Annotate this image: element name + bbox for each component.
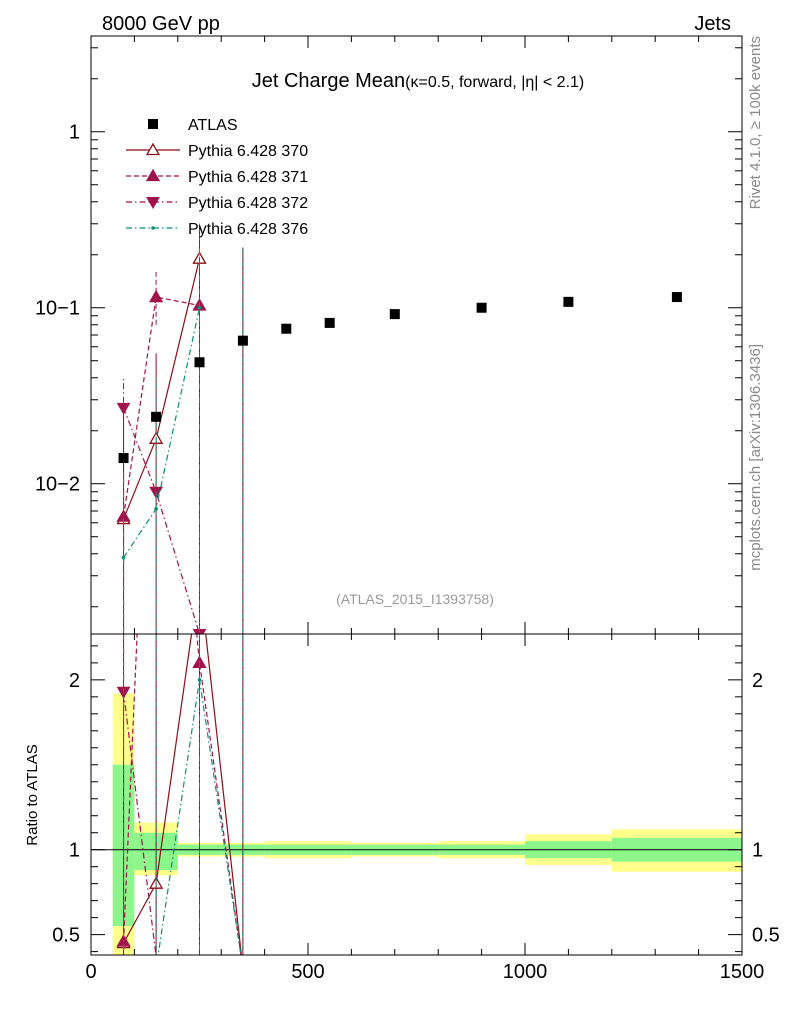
legend-label-atlas: ATLAS: [188, 117, 238, 134]
series-2-line: [122, 296, 200, 517]
atlas-data-point: [389, 309, 400, 320]
legend-marker-2: [145, 168, 161, 182]
legend-marker-atlas: [148, 119, 158, 129]
series-1-ratio-line: [123, 634, 242, 955]
atlas-data-point: [118, 453, 129, 464]
series-4-point: [197, 305, 202, 310]
atlas-data-point: [671, 292, 682, 303]
x-tick-label: 1000: [503, 961, 548, 983]
main-data-points: [118, 292, 682, 464]
legend-marker-3: [146, 197, 160, 210]
ratio-bands: [91, 693, 742, 955]
atlas-data-point: [281, 323, 292, 334]
legend-marker-1: [145, 142, 161, 156]
atlas-data-point: [151, 411, 162, 422]
chart-title: Jet Charge Mean(κ=0.5, forward, |η| < 2.…: [252, 70, 584, 92]
header-left: 8000 GeV pp: [102, 13, 220, 35]
legend-label-1: Pythia 6.428 370: [188, 143, 308, 160]
mcplots-label: mcplots.cern.ch [arXiv:1306.3436]: [747, 344, 764, 571]
axis-ticks: 0 500 1000 1500 10−2 10−1 1 0.5 0.5 1 1 2 2: [35, 36, 780, 983]
ratio-ylabel: Ratio to ATLAS: [24, 744, 41, 845]
analysis-id: (ATLAS_2015_I1393758): [336, 591, 494, 607]
ratio-series: [116, 634, 244, 955]
x-tick-label: 500: [291, 961, 324, 983]
ratio-tick-label-left: 1: [69, 840, 80, 862]
atlas-data-point: [563, 296, 574, 307]
legend-marker-4: [151, 226, 155, 230]
ratio-frame: [90, 633, 743, 956]
ratio-tick-label-right: 2: [752, 670, 763, 692]
ratio-tick-label-left: 2: [69, 670, 80, 692]
legend-label-3: Pythia 6.428 372: [188, 195, 308, 212]
series-2-ratio-line: [122, 634, 242, 955]
x-tick-label: 1500: [720, 961, 765, 983]
legend-label-4: Pythia 6.428 376: [188, 221, 308, 238]
series-4-point: [154, 507, 158, 511]
series-4-ratio-point: [197, 678, 202, 682]
series-4-ratio-line: [157, 679, 242, 955]
series-4-line: [123, 307, 201, 559]
ratio-tick-label-right: 1: [752, 840, 763, 862]
atlas-data-point: [237, 335, 248, 346]
series-2-point: [148, 289, 164, 303]
chart-title-suffix: (κ=0.5, forward, |η| < 2.1): [405, 74, 584, 91]
x-tick-label: 0: [85, 961, 96, 983]
series-4-point: [121, 555, 126, 560]
rivet-label: Rivet 4.1.0, ≥ 100k events: [747, 36, 764, 209]
chart-title-main: Jet Charge Mean: [252, 70, 405, 92]
atlas-data-point: [194, 357, 205, 368]
legend-label-2: Pythia 6.428 371: [188, 169, 308, 186]
atlas-data-point: [476, 302, 487, 313]
y-tick-label: 1: [69, 122, 80, 144]
ratio-tick-label-left: 0.5: [52, 925, 80, 947]
atlas-data-point: [324, 317, 335, 328]
y-tick-label: 10−1: [35, 298, 80, 320]
header-right: Jets: [694, 13, 731, 35]
legend: ATLAS Pythia 6.428 370 Pythia 6.428 371 Pyt…: [126, 117, 308, 238]
y-tick-label: 10−2: [35, 474, 80, 496]
ratio-tick-label-right: 0.5: [752, 925, 780, 947]
main-series: [116, 223, 244, 634]
series-3-point: [116, 402, 131, 415]
